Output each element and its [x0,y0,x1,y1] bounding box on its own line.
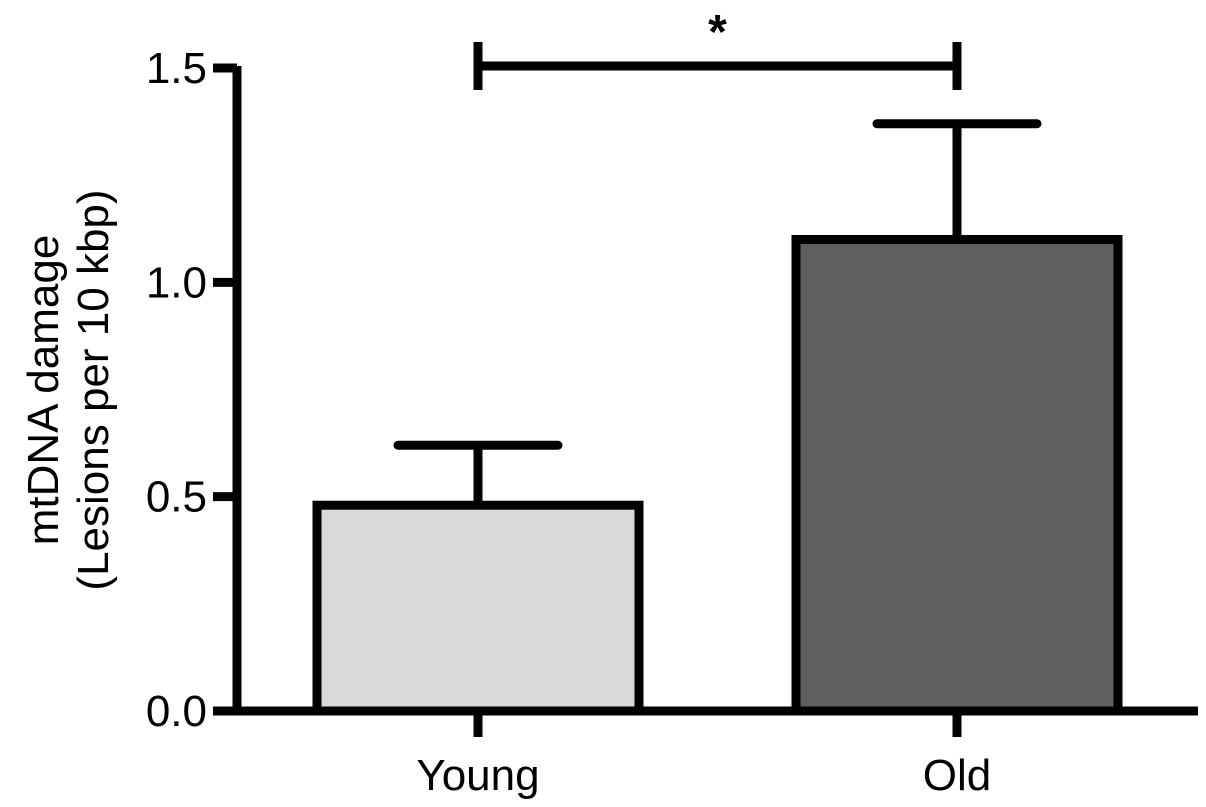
y-tick-label: 1.0 [146,258,207,307]
y-tick-label: 0.0 [146,687,207,736]
y-tick-label: 0.5 [146,473,207,522]
x-category-label: Old [923,751,991,800]
y-axis-label-line-2: (Lesions per 10 kbp) [69,189,118,590]
y-axis-label: mtDNA damage (Lesions per 10 kbp) [19,189,118,590]
plot-area: 0.0 0.5 1.0 1.5 Young Old * [146,6,1198,800]
bar-young [312,500,644,716]
significance-label: * [708,6,727,59]
y-axis-label-line-1: mtDNA damage [19,235,68,546]
y-tick-label: 1.5 [146,44,207,93]
x-category-label: Young [416,751,539,800]
bar-old [791,234,1123,716]
